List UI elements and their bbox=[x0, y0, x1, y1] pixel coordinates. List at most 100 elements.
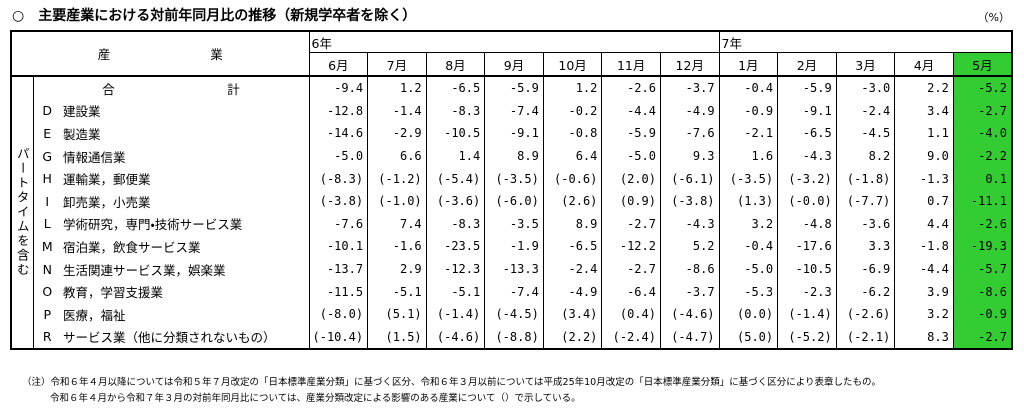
value-cell: (2.0) bbox=[601, 167, 661, 190]
value-cell: (-2.6) bbox=[835, 302, 895, 326]
value-cell: -5.0 bbox=[718, 257, 778, 281]
value-cell: (-10.4) bbox=[308, 325, 368, 350]
value-cell: -9.1 bbox=[484, 122, 544, 145]
value-cell: -8.6 bbox=[659, 257, 720, 281]
title: ○ 主要産業における対前年同月比の推移（新規学卒者を除く） bbox=[12, 8, 417, 24]
year-header: 7年 bbox=[718, 30, 1013, 53]
value-cell: -9.4 bbox=[308, 76, 368, 100]
industry-row: M 宿泊業，飲食サービス業 -10.1 -1.6 -23.5 -1.9 -6.5 -12.2 5… bbox=[11, 235, 1012, 258]
value-cell: -1.3 bbox=[894, 167, 954, 190]
industry-name: 生活関連サービス業，娯楽業 bbox=[61, 257, 310, 281]
value-cell: 3.2 bbox=[894, 302, 954, 326]
value-cell: (-5.2) bbox=[777, 325, 837, 350]
value-cell: -7.6 bbox=[308, 212, 368, 236]
value-cell: -6.5 bbox=[425, 76, 485, 100]
month-header: 9月 bbox=[484, 52, 544, 77]
value-cell: (-8.8) bbox=[484, 325, 544, 350]
value-cell: (-3.6) bbox=[425, 189, 485, 213]
value-cell: -10.5 bbox=[425, 122, 485, 145]
value-cell: 1.2 bbox=[542, 76, 602, 100]
value-cell: -3.7 bbox=[659, 76, 720, 100]
value-cell: -4.4 bbox=[601, 99, 661, 123]
industry-row: R サービス業（他に分類されないもの） (-10.4) (1.5) (-4.6) (-8.… bbox=[11, 325, 1012, 350]
value-cell: -5.9 bbox=[601, 122, 661, 145]
industry-header: 産 業 bbox=[10, 30, 310, 77]
industry-code: H bbox=[42, 171, 52, 187]
value-cell: -0.2 bbox=[542, 99, 602, 123]
month-header: 8月 bbox=[425, 52, 486, 77]
value-cell: -5.1 bbox=[367, 280, 427, 303]
value-cell: -5.0 bbox=[601, 144, 661, 168]
value-cell: (0.4) bbox=[601, 302, 661, 326]
industry-row: H 運輸業，郵便業 (-8.3) (-1.2) (-5.4) (-3.5) (-0.6) (2… bbox=[11, 167, 1012, 190]
value-cell: (-2.4) bbox=[601, 325, 661, 350]
month-header: 1月 bbox=[718, 52, 779, 77]
value-cell: -17.6 bbox=[777, 235, 837, 258]
value-cell: 9.3 bbox=[659, 144, 720, 168]
value-cell: -4.3 bbox=[659, 212, 720, 236]
value-cell: 9.0 bbox=[894, 144, 954, 168]
value-cell: -10.1 bbox=[308, 235, 368, 258]
value-cell: (3.4) bbox=[542, 302, 602, 326]
value-cell: -4.8 bbox=[777, 212, 837, 236]
value-cell: (-6.1) bbox=[659, 167, 720, 190]
value-cell: -4.0 bbox=[952, 122, 1012, 145]
value-cell: -4.9 bbox=[542, 280, 602, 303]
industry-row: I 卸売業，小売業 (-3.8) (-1.0) (-3.6) (-6.0) (2.6) (0.… bbox=[11, 189, 1012, 213]
notes: （注）令和６年４月以降については令和５年７月改定の「日本標準産業分類」に基づく区… bbox=[22, 375, 881, 407]
value-cell: -0.8 bbox=[542, 122, 602, 145]
value-cell: -11.1 bbox=[952, 189, 1012, 213]
value-cell: 8.3 bbox=[894, 325, 954, 350]
header-row: 6月 7月 8月 9月 10月 11月 12月 1月 2月 3月 4月 5月 bbox=[11, 52, 1013, 77]
industry-code: R bbox=[42, 329, 52, 345]
value-cell: -2.7 bbox=[952, 325, 1012, 350]
value-cell: 5.2 bbox=[659, 235, 720, 258]
industry-code: L bbox=[43, 216, 51, 232]
value-cell: -2.9 bbox=[367, 122, 427, 145]
value-cell: -2.7 bbox=[601, 257, 661, 281]
value-cell: -2.4 bbox=[835, 99, 895, 123]
value-cell: (-1.2) bbox=[367, 167, 427, 190]
value-cell: -5.7 bbox=[952, 257, 1012, 281]
value-cell: -5.9 bbox=[484, 76, 544, 100]
year-header: 6年 bbox=[308, 30, 720, 53]
value-cell: -4.9 bbox=[659, 99, 720, 123]
value-cell: -10.5 bbox=[777, 257, 837, 281]
value-cell: 8.9 bbox=[484, 144, 544, 168]
value-cell: 7.4 bbox=[367, 212, 427, 236]
value-cell: (1.5) bbox=[367, 325, 427, 350]
value-cell: (-0.0) bbox=[777, 189, 837, 213]
value-cell: -2.1 bbox=[718, 122, 778, 145]
industry-code: D bbox=[42, 103, 53, 119]
industry-name: 宿泊業，飲食サービス業 bbox=[61, 235, 310, 258]
value-cell: -6.5 bbox=[542, 235, 602, 258]
value-cell: 3.4 bbox=[894, 99, 954, 123]
table-header: 産 業 6年 7年 6月 7月 8月 9月 10月 11月 12月 1月 2月 3月 4月 5月 bbox=[10, 30, 1013, 77]
value-cell: -5.2 bbox=[952, 76, 1012, 100]
value-cell: 6.6 bbox=[367, 144, 427, 168]
value-cell: -9.1 bbox=[777, 99, 837, 123]
value-cell: -3.5 bbox=[484, 212, 544, 236]
value-cell: 0.7 bbox=[894, 189, 954, 213]
value-cell: -3.0 bbox=[835, 76, 895, 100]
value-cell: (-0.6) bbox=[542, 167, 602, 190]
value-cell: 3.2 bbox=[718, 212, 778, 236]
month-header: 7月 bbox=[367, 52, 427, 77]
value-cell: -5.0 bbox=[308, 144, 368, 168]
value-cell: (-7.7) bbox=[835, 189, 895, 213]
industry-name: サービス業（他に分類されないもの） bbox=[61, 325, 310, 350]
value-cell: -8.3 bbox=[425, 99, 485, 123]
value-cell: (1.3) bbox=[718, 189, 778, 213]
value-cell: (0.0) bbox=[718, 302, 778, 326]
industry-name: 建設業 bbox=[61, 99, 310, 123]
value-cell: -1.8 bbox=[894, 235, 954, 258]
value-cell: (-3.8) bbox=[308, 189, 368, 213]
value-cell: -3.6 bbox=[835, 212, 895, 236]
value-cell: -23.5 bbox=[425, 235, 485, 258]
value-cell: (2.6) bbox=[542, 189, 602, 213]
note: 令和６年４月から令和７年３月の対前年同月比については、産業分類改定による影響のあ… bbox=[50, 393, 581, 404]
value-cell: (-1.8) bbox=[835, 167, 895, 190]
month-header: 12月 bbox=[659, 52, 720, 77]
value-cell: 2.9 bbox=[367, 257, 427, 281]
industry-name: 学術研究，専門・技術サービス業 bbox=[61, 212, 310, 236]
